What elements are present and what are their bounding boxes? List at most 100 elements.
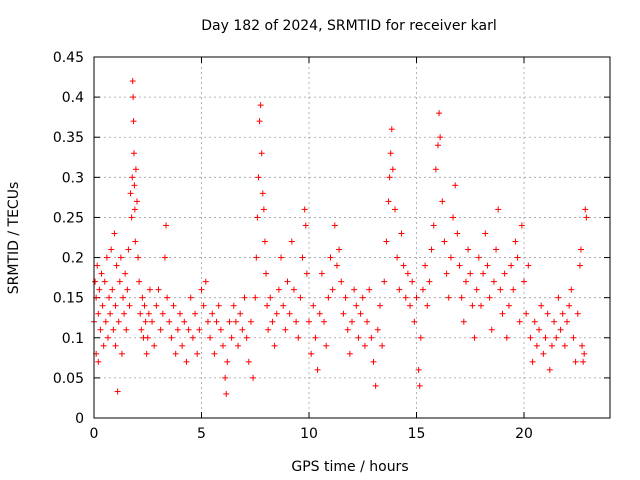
data-point <box>220 342 226 349</box>
data-point <box>411 318 418 325</box>
data-point <box>124 286 131 293</box>
data-point <box>92 278 99 285</box>
data-point <box>121 310 128 317</box>
data-point <box>132 238 139 245</box>
data-point <box>269 318 276 325</box>
data-point <box>514 254 521 261</box>
y-tick-label: 0.3 <box>62 170 84 186</box>
data-point <box>126 302 133 309</box>
data-point <box>417 334 424 341</box>
data-point <box>151 342 158 349</box>
data-point <box>267 294 274 301</box>
data-point <box>189 334 196 341</box>
data-point <box>170 302 177 309</box>
data-point <box>396 286 403 293</box>
y-tick-label: 0.45 <box>53 50 84 66</box>
data-point <box>302 222 309 229</box>
data-point <box>428 246 435 253</box>
data-point <box>297 294 304 301</box>
data-point <box>102 318 109 325</box>
data-point <box>181 318 188 325</box>
data-point <box>454 230 461 237</box>
data-point <box>452 182 459 189</box>
data-point <box>441 238 448 245</box>
data-point <box>144 334 151 341</box>
data-point <box>536 326 543 333</box>
data-point <box>159 310 166 317</box>
data-point <box>223 390 230 397</box>
data-point <box>379 342 386 349</box>
data-point <box>261 238 268 245</box>
data-point <box>94 262 101 269</box>
data-point <box>183 358 190 365</box>
data-point <box>204 318 211 325</box>
data-point <box>456 262 463 269</box>
data-point <box>460 318 467 325</box>
y-tick-label: 0.1 <box>62 331 84 347</box>
data-point <box>275 286 282 293</box>
data-point <box>529 358 536 365</box>
y-axis: 0 0.05 0.1 0.15 0.2 0.25 0.3 0.35 0.4 0.45 <box>53 50 610 427</box>
data-point <box>111 230 118 237</box>
data-point <box>327 254 334 261</box>
data-point <box>228 334 235 341</box>
data-point <box>253 254 260 261</box>
data-point <box>580 358 587 365</box>
data-point <box>540 350 547 357</box>
data-point <box>574 310 581 317</box>
data-point <box>157 326 164 333</box>
data-point <box>241 294 248 301</box>
data-point <box>462 278 469 285</box>
data-point <box>95 310 102 317</box>
data-point <box>471 334 478 341</box>
data-point <box>510 286 517 293</box>
data-point <box>546 366 553 373</box>
data-point <box>213 318 220 325</box>
data-point <box>353 302 360 309</box>
data-point <box>392 206 398 213</box>
data-point <box>465 246 472 253</box>
data-point <box>255 174 262 181</box>
data-point <box>138 326 145 333</box>
data-point <box>145 310 152 317</box>
data-point <box>286 310 293 317</box>
data-point <box>372 382 379 389</box>
data-point <box>135 254 142 261</box>
data-point <box>264 302 271 309</box>
data-point <box>146 286 153 293</box>
data-point <box>374 326 381 333</box>
y-tick-label: 0.15 <box>53 291 84 307</box>
data-point <box>355 334 362 341</box>
data-point <box>112 302 119 309</box>
data-point <box>260 206 267 213</box>
data-point <box>209 310 216 317</box>
data-point <box>131 182 138 189</box>
data-point <box>303 270 310 277</box>
data-point <box>583 214 590 221</box>
data-point <box>237 310 244 317</box>
data-point <box>542 334 549 341</box>
data-point <box>424 302 431 309</box>
data-point <box>164 294 171 301</box>
y-tick-label: 0.25 <box>53 210 84 226</box>
data-point <box>252 294 259 301</box>
data-point <box>525 262 532 269</box>
data-point <box>284 278 291 285</box>
data-point <box>561 342 568 349</box>
data-point <box>230 302 237 309</box>
data-point <box>346 350 353 357</box>
data-point <box>458 294 465 301</box>
data-point <box>407 302 414 309</box>
data-point <box>224 358 231 365</box>
data-point <box>139 294 146 301</box>
data-point <box>312 334 319 341</box>
data-point <box>364 318 371 325</box>
data-point <box>200 302 207 309</box>
data-point <box>325 294 332 301</box>
x-axis-label: GPS time / hours <box>291 459 408 475</box>
data-point <box>101 278 108 285</box>
data-point <box>432 166 439 173</box>
data-point <box>293 318 300 325</box>
data-point <box>394 254 401 261</box>
data-point <box>499 310 506 317</box>
